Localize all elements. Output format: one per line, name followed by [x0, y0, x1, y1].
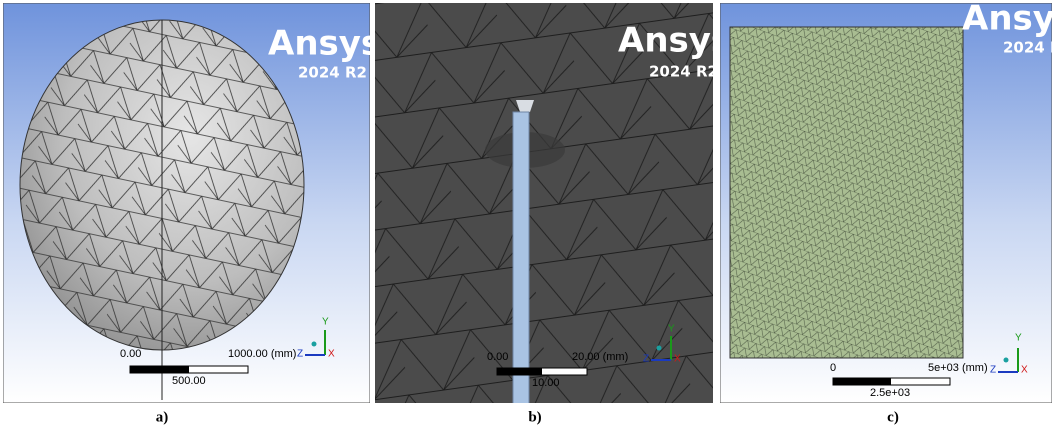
panel-b: Ansys 2024 R2 0.00 20.00 (mm) 10.00 Y Z …	[375, 3, 731, 404]
scale-end: 5e+03 (mm)	[928, 362, 988, 374]
axis-z: Z	[643, 354, 649, 365]
caption: b)	[528, 409, 541, 425]
scale-start: 0.00	[120, 348, 141, 360]
axis-z: Z	[990, 365, 996, 376]
scale-bar-fill	[497, 368, 542, 375]
panel-a: Ansys 2024 R2 0.00 1000.00 (mm) 500.00 Y…	[3, 3, 381, 403]
axis-z: Z	[297, 349, 303, 360]
panel-c: Ansys 2024 R2 0 5e+03 (mm) 2.5e+03 Y Z X	[720, 0, 1052, 403]
caption: a)	[156, 409, 169, 425]
scale-bar-fill	[130, 366, 189, 373]
logo: Ansys	[268, 24, 381, 64]
version: 2024 R2	[1003, 39, 1052, 57]
figure: Ansys 2024 R2 0.00 1000.00 (mm) 500.00 Y…	[0, 0, 1052, 433]
version: 2024 R2	[649, 63, 718, 81]
axis-y: Y	[1015, 333, 1022, 344]
axis-y: Y	[668, 324, 675, 335]
axis-x: X	[674, 354, 681, 365]
page: Ansys 2024 R2 0.00 1000.00 (mm) 500.00 Y…	[0, 0, 1052, 433]
axis-x: X	[1021, 365, 1028, 376]
logo: Ansys	[962, 0, 1052, 39]
logo: Ansys	[618, 21, 731, 61]
rod	[513, 112, 529, 404]
scale-mid: 2.5e+03	[870, 387, 910, 399]
scale-mid: 500.00	[172, 375, 206, 387]
scale-mid: 10.00	[532, 377, 560, 389]
axis-y: Y	[322, 317, 329, 328]
version: 2024 R2	[298, 64, 367, 82]
scale-start: 0	[830, 362, 836, 374]
scale-end: 20.00 (mm)	[572, 351, 628, 363]
scale-end: 1000.00 (mm)	[228, 348, 296, 360]
scale-bar-fill	[833, 378, 891, 385]
scale-start: 0.00	[487, 351, 508, 363]
caption: c)	[887, 409, 899, 425]
axis-x: X	[328, 349, 335, 360]
mesh	[730, 27, 963, 358]
